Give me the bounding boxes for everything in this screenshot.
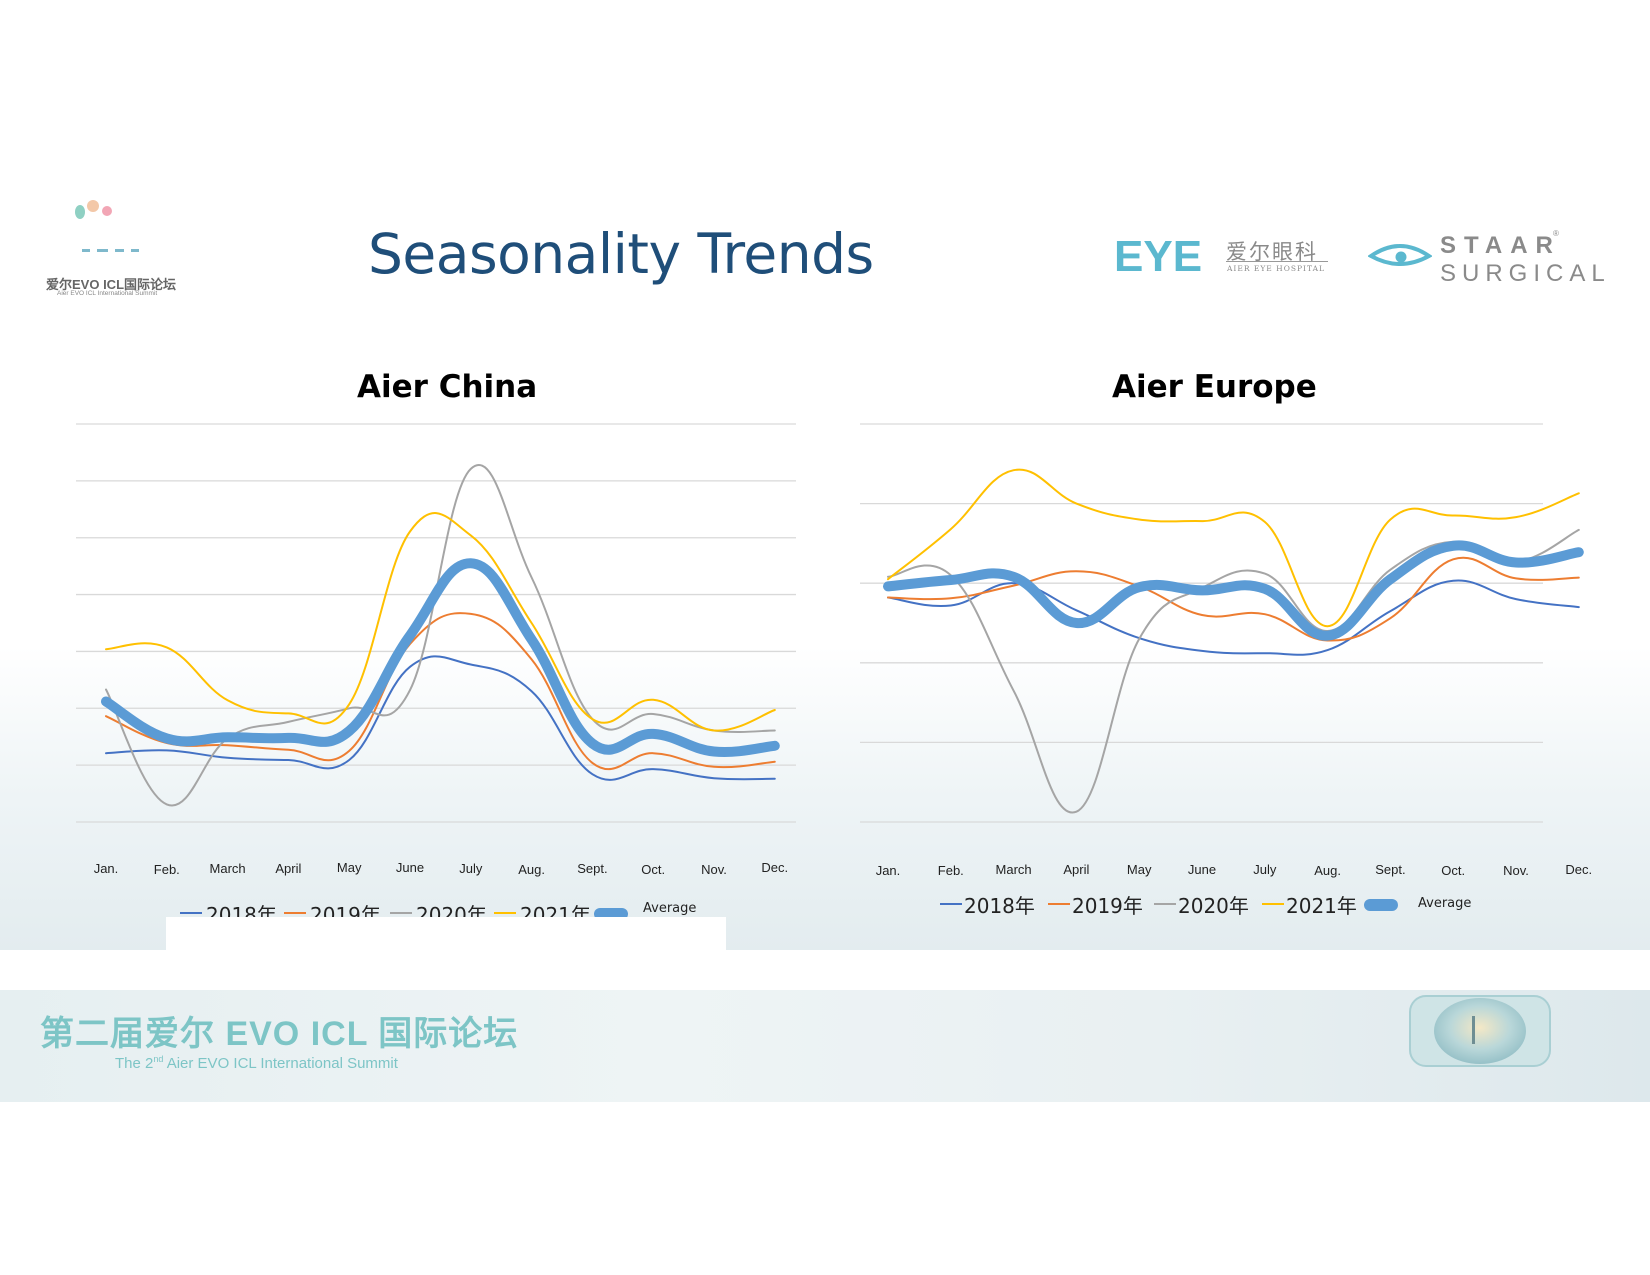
europe-x-tick-label: April [1063, 862, 1089, 877]
staar-logo-top: STAAR [1440, 232, 1561, 259]
aier-eye-logo-rule [1226, 261, 1328, 262]
europe-x-tick-label: Jan. [876, 863, 901, 878]
china-x-tick-label: Jan. [94, 861, 119, 876]
china-series-average [101, 558, 780, 757]
summit-logo-en: Aier EVO ICL International Summit [57, 290, 158, 297]
chart-aier-china: Jan. Feb. March April May June July Aug. Sept. Oc… [76, 423, 796, 927]
europe-legend-label-2021: 2021年 [1286, 894, 1357, 918]
china-x-tick-label: May [337, 860, 362, 875]
europe-x-tick-label: May [1127, 862, 1152, 877]
china-x-tick-label: Aug. [518, 862, 545, 877]
banner-title-en: The 2nd Aier EVO ICL International Summi… [115, 1054, 398, 1072]
europe-x-tick-label: June [1188, 862, 1216, 877]
summit-logo-icon [75, 200, 139, 252]
china-legend-label-average: Average [643, 901, 696, 916]
europe-x-tick-label: Aug. [1314, 863, 1341, 878]
china-x-tick-label: Nov. [701, 862, 727, 877]
china-x-tick-label: March [210, 861, 246, 876]
europe-x-tick-label: Oct. [1441, 863, 1465, 878]
banner-en-pre: The 2 [115, 1055, 154, 1072]
europe-x-tick-label: Sept. [1375, 862, 1405, 877]
staar-logo-reg: ® [1553, 229, 1559, 238]
europe-legend-label-2019: 2019年 [1072, 894, 1143, 918]
banner-en-sup: nd [153, 1054, 164, 1064]
europe-x-tick-label: Nov. [1503, 863, 1529, 878]
bottom-banner [0, 990, 1650, 1102]
europe-legend-label-2018: 2018年 [964, 894, 1035, 918]
china-x-tick-label: July [459, 861, 483, 876]
staar-eye-icon [1368, 244, 1432, 266]
europe-x-tick-label: March [996, 862, 1032, 877]
europe-series-2021 [887, 468, 1580, 628]
summit-logo-cn: 爱尔EVO ICL国际论坛 [46, 277, 177, 292]
slide-title: Seasonality Trends [368, 222, 874, 286]
europe-legend-label-average: Average [1418, 896, 1471, 911]
banner-lens-image-icon [1409, 995, 1551, 1067]
china-x-tick-label: June [396, 860, 424, 875]
china-series-2020 [105, 464, 776, 807]
europe-x-tick-label: July [1253, 862, 1277, 877]
china-series-2018 [105, 655, 776, 781]
china-x-tick-label: Sept. [577, 861, 607, 876]
china-x-tick-label: April [275, 861, 301, 876]
slide-background [0, 0, 1650, 950]
chart-aier-europe: Jan. Feb. March April May June July Aug. Sept. Oc… [860, 423, 1592, 918]
europe-series-2019 [887, 556, 1580, 642]
china-series-2021 [105, 512, 776, 732]
chart-title-europe: Aier Europe [1112, 369, 1317, 405]
china-series-2019 [105, 612, 776, 770]
europe-series-average [883, 540, 1584, 641]
europe-x-tick-label: Feb. [938, 863, 964, 878]
eye-logo-mark-text: EYE [1114, 238, 1202, 274]
europe-x-tick-label: Dec. [1565, 862, 1592, 877]
china-x-tick-label: Feb. [154, 862, 180, 877]
china-x-tick-label: Oct. [641, 862, 665, 877]
europe-legend-label-2020: 2020年 [1178, 894, 1249, 918]
banner-en-post: Aier EVO ICL International Summit [163, 1055, 398, 1072]
banner-title-cn: 第二届爱尔 EVO ICL 国际论坛 [40, 1015, 519, 1053]
chart-title-china: Aier China [357, 369, 538, 405]
europe-legend-swatch-average [1364, 899, 1398, 911]
china-legend-crop [166, 917, 726, 957]
europe-series-2018 [887, 579, 1580, 656]
aier-eye-logo-cn: 爱尔眼科 [1226, 240, 1318, 264]
aier-eye-logo-icon: EYE [1114, 238, 1202, 274]
aier-eye-logo-en: AIER EYE HOSPITAL [1227, 264, 1325, 273]
staar-logo-bottom: SURGICAL [1440, 260, 1611, 287]
china-x-tick-label: Dec. [761, 860, 788, 875]
